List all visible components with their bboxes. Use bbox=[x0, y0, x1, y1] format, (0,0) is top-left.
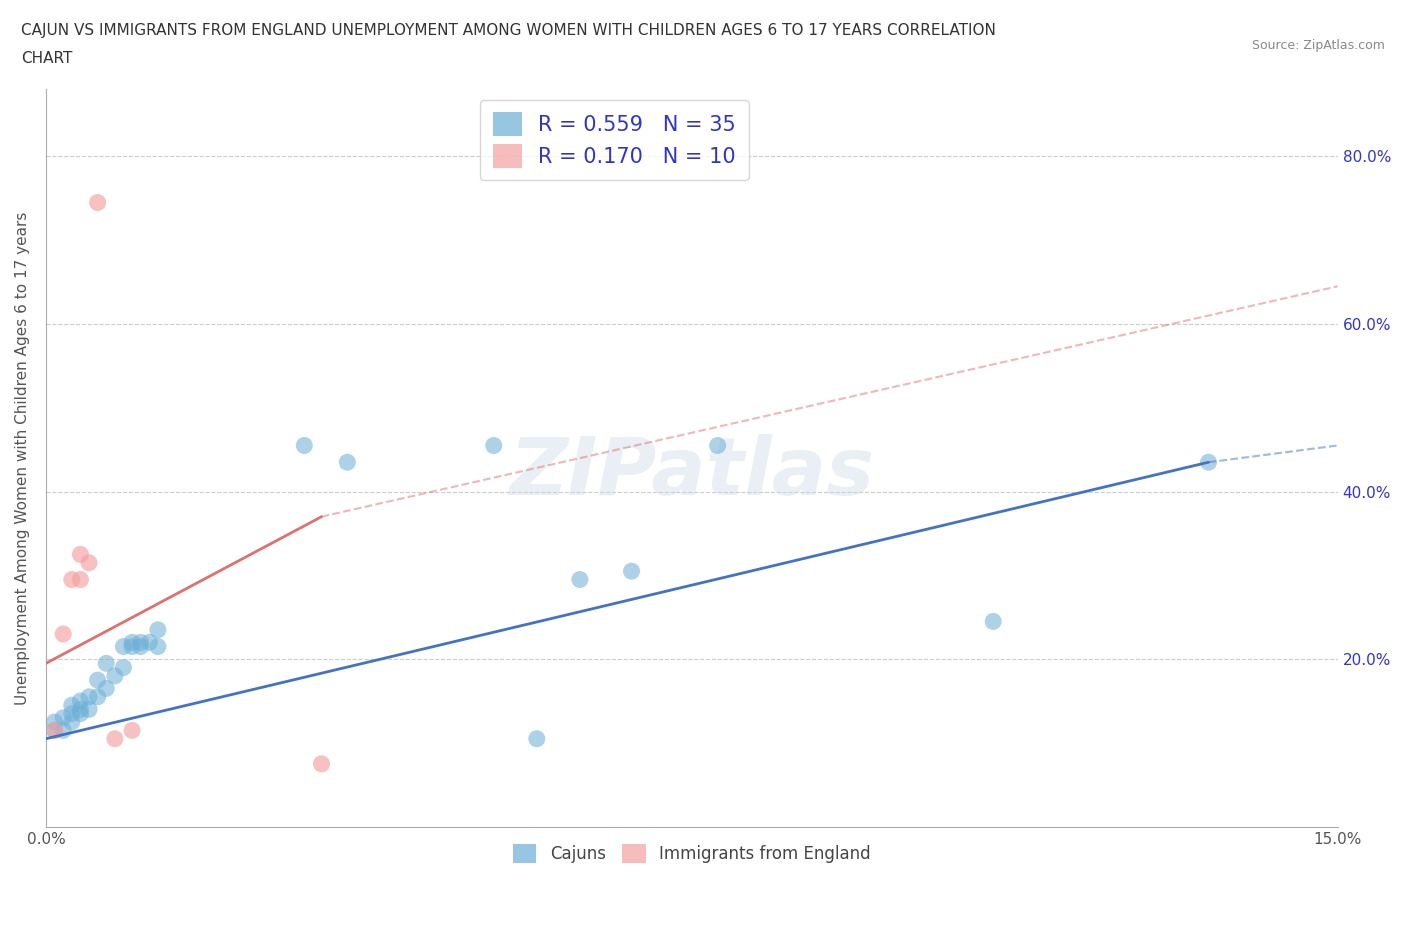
Point bbox=[44, 723, 66, 737]
Text: CHART: CHART bbox=[21, 51, 73, 66]
Point bbox=[104, 731, 127, 746]
Point bbox=[44, 714, 66, 729]
Point bbox=[112, 660, 135, 675]
Point bbox=[44, 723, 66, 737]
Point bbox=[138, 635, 160, 650]
Point bbox=[96, 656, 118, 671]
Legend: Cajuns, Immigrants from England: Cajuns, Immigrants from England bbox=[506, 837, 877, 870]
Point bbox=[129, 639, 152, 654]
Point bbox=[52, 711, 75, 725]
Point bbox=[69, 694, 91, 709]
Point bbox=[1198, 455, 1220, 470]
Point bbox=[86, 195, 108, 210]
Point bbox=[60, 698, 83, 712]
Point bbox=[146, 622, 169, 637]
Point bbox=[52, 723, 75, 737]
Point bbox=[77, 689, 100, 704]
Point bbox=[981, 614, 1004, 629]
Point bbox=[482, 438, 505, 453]
Point bbox=[60, 706, 83, 721]
Point bbox=[60, 714, 83, 729]
Point bbox=[104, 669, 127, 684]
Point bbox=[146, 639, 169, 654]
Point bbox=[620, 564, 643, 578]
Point bbox=[69, 572, 91, 587]
Point bbox=[706, 438, 728, 453]
Point bbox=[121, 635, 143, 650]
Point bbox=[336, 455, 359, 470]
Text: ZIPatlas: ZIPatlas bbox=[509, 433, 875, 512]
Point bbox=[121, 639, 143, 654]
Text: CAJUN VS IMMIGRANTS FROM ENGLAND UNEMPLOYMENT AMONG WOMEN WITH CHILDREN AGES 6 T: CAJUN VS IMMIGRANTS FROM ENGLAND UNEMPLO… bbox=[21, 23, 995, 38]
Point bbox=[86, 689, 108, 704]
Point bbox=[77, 702, 100, 717]
Point bbox=[60, 572, 83, 587]
Point bbox=[69, 547, 91, 562]
Point bbox=[129, 635, 152, 650]
Point bbox=[69, 702, 91, 717]
Point bbox=[77, 555, 100, 570]
Point bbox=[526, 731, 548, 746]
Y-axis label: Unemployment Among Women with Children Ages 6 to 17 years: Unemployment Among Women with Children A… bbox=[15, 211, 30, 705]
Point bbox=[311, 756, 333, 771]
Point bbox=[86, 672, 108, 687]
Point bbox=[112, 639, 135, 654]
Point bbox=[292, 438, 315, 453]
Point bbox=[52, 627, 75, 642]
Text: Source: ZipAtlas.com: Source: ZipAtlas.com bbox=[1251, 39, 1385, 52]
Point bbox=[568, 572, 591, 587]
Point bbox=[96, 681, 118, 696]
Point bbox=[121, 723, 143, 737]
Point bbox=[69, 706, 91, 721]
